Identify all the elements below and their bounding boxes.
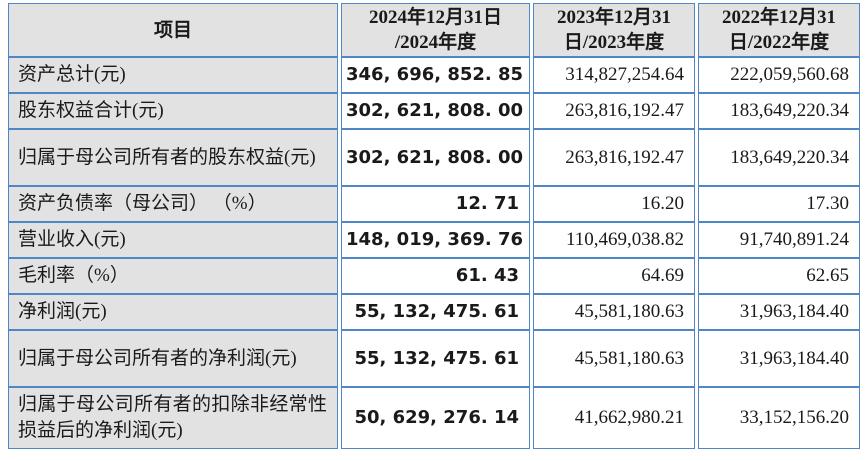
value-2022: 183,649,220.34 xyxy=(698,129,860,186)
column-header-2022: 2022年12月31 日/2022年度 xyxy=(698,3,860,57)
table-row-gross-margin: 毛利率（%） 61. 43 64.69 62.65 xyxy=(8,258,860,294)
value-2023: 45,581,180.63 xyxy=(533,294,695,330)
value-2023: 263,816,192.47 xyxy=(533,129,695,186)
table-row-debt-ratio: 资产负债率（母公司） （%） 12. 71 16.20 17.30 xyxy=(8,186,860,222)
table-row-net-profit-attributable-parent: 归属于母公司所有者的净利润(元) 55, 132, 475. 61 45,581… xyxy=(8,330,860,387)
value-2023: 110,469,038.82 xyxy=(533,222,695,258)
value-2023: 41,662,980.21 xyxy=(533,387,695,449)
table-row-net-profit: 净利润(元) 55, 132, 475. 61 45,581,180.63 31… xyxy=(8,294,860,330)
value-2023: 64.69 xyxy=(533,258,695,294)
value-2022: 31,963,184.40 xyxy=(698,330,860,387)
value-2023: 314,827,254.64 xyxy=(533,57,695,93)
value-2024: 12. 71 xyxy=(341,186,530,222)
header-row: 项目 2024年12月31日 /2024年度 2023年12月31 日/2023… xyxy=(8,3,860,57)
table-row-equity-attributable-parent: 归属于母公司所有者的股东权益(元) 302, 621, 808. 00 263,… xyxy=(8,129,860,186)
value-2022: 91,740,891.24 xyxy=(698,222,860,258)
column-header-2023: 2023年12月31 日/2023年度 xyxy=(533,3,695,57)
table-row-total-assets: 资产总计(元) 346, 696, 852. 85 314,827,254.64… xyxy=(8,57,860,93)
row-label: 归属于母公司所有者的股东权益(元) xyxy=(8,129,338,186)
value-2023: 16.20 xyxy=(533,186,695,222)
column-header-item: 项目 xyxy=(8,3,338,57)
value-2022: 62.65 xyxy=(698,258,860,294)
value-2024: 302, 621, 808. 00 xyxy=(341,93,530,129)
value-2024: 148, 019, 369. 76 xyxy=(341,222,530,258)
column-header-2024: 2024年12月31日 /2024年度 xyxy=(341,3,530,57)
value-2023: 45,581,180.63 xyxy=(533,330,695,387)
row-label: 营业收入(元) xyxy=(8,222,338,258)
financial-summary-table: 项目 2024年12月31日 /2024年度 2023年12月31 日/2023… xyxy=(5,3,863,449)
row-label: 净利润(元) xyxy=(8,294,338,330)
row-label: 股东权益合计(元) xyxy=(8,93,338,129)
row-label: 资产总计(元) xyxy=(8,57,338,93)
table-row-total-equity: 股东权益合计(元) 302, 621, 808. 00 263,816,192.… xyxy=(8,93,860,129)
value-2024: 50, 629, 276. 14 xyxy=(341,387,530,449)
value-2024: 55, 132, 475. 61 xyxy=(341,330,530,387)
table-row-net-profit-excl-nonrecurring: 归属于母公司所有者的扣除非经常性损益后的净利润(元) 50, 629, 276.… xyxy=(8,387,860,449)
value-2022: 17.30 xyxy=(698,186,860,222)
value-2024: 302, 621, 808. 00 xyxy=(341,129,530,186)
row-label: 归属于母公司所有者的净利润(元) xyxy=(8,330,338,387)
value-2024: 55, 132, 475. 61 xyxy=(341,294,530,330)
value-2024: 61. 43 xyxy=(341,258,530,294)
value-2022: 222,059,560.68 xyxy=(698,57,860,93)
value-2023: 263,816,192.47 xyxy=(533,93,695,129)
row-label: 资产负债率（母公司） （%） xyxy=(8,186,338,222)
value-2022: 33,152,156.20 xyxy=(698,387,860,449)
value-2022: 31,963,184.40 xyxy=(698,294,860,330)
value-2024: 346, 696, 852. 85 xyxy=(341,57,530,93)
row-label: 归属于母公司所有者的扣除非经常性损益后的净利润(元) xyxy=(8,387,338,449)
value-2022: 183,649,220.34 xyxy=(698,93,860,129)
table-row-operating-revenue: 营业收入(元) 148, 019, 369. 76 110,469,038.82… xyxy=(8,222,860,258)
row-label: 毛利率（%） xyxy=(8,258,338,294)
